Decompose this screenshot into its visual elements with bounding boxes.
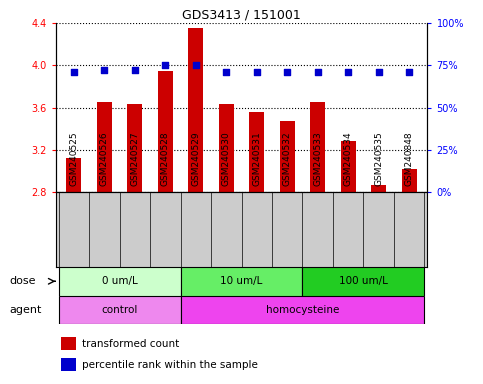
Bar [181,296,425,324]
Point [253,69,261,75]
Point [100,67,108,73]
Bar [61,358,76,371]
Bar [58,296,181,324]
Text: homocysteine: homocysteine [266,305,339,315]
Point [314,69,322,75]
Bar [188,28,203,192]
Bar [127,104,142,192]
Bar [58,267,181,296]
Point [405,69,413,75]
Bar [157,71,173,192]
Bar [61,338,76,350]
Bar [310,102,326,192]
Point [344,69,352,75]
Text: transformed count: transformed count [82,339,179,349]
Bar [371,185,386,192]
Bar [401,169,417,192]
Bar [341,141,356,192]
Text: 10 um/L: 10 um/L [220,276,263,286]
Bar [280,121,295,192]
Bar [97,102,112,192]
Bar [219,104,234,192]
Bar [181,267,302,296]
Text: 100 um/L: 100 um/L [339,276,388,286]
Text: 0 um/L: 0 um/L [102,276,138,286]
Text: percentile rank within the sample: percentile rank within the sample [82,359,257,370]
Point [161,62,169,68]
Point [375,69,383,75]
Point [192,62,199,68]
Point [284,69,291,75]
Text: control: control [101,305,138,315]
Point [131,67,139,73]
Bar [249,112,264,192]
Title: GDS3413 / 151001: GDS3413 / 151001 [182,9,301,22]
Bar [302,267,425,296]
Point [70,69,78,75]
Text: agent: agent [10,305,42,315]
Text: dose: dose [10,276,36,286]
Bar [66,158,82,192]
Point [222,69,230,75]
